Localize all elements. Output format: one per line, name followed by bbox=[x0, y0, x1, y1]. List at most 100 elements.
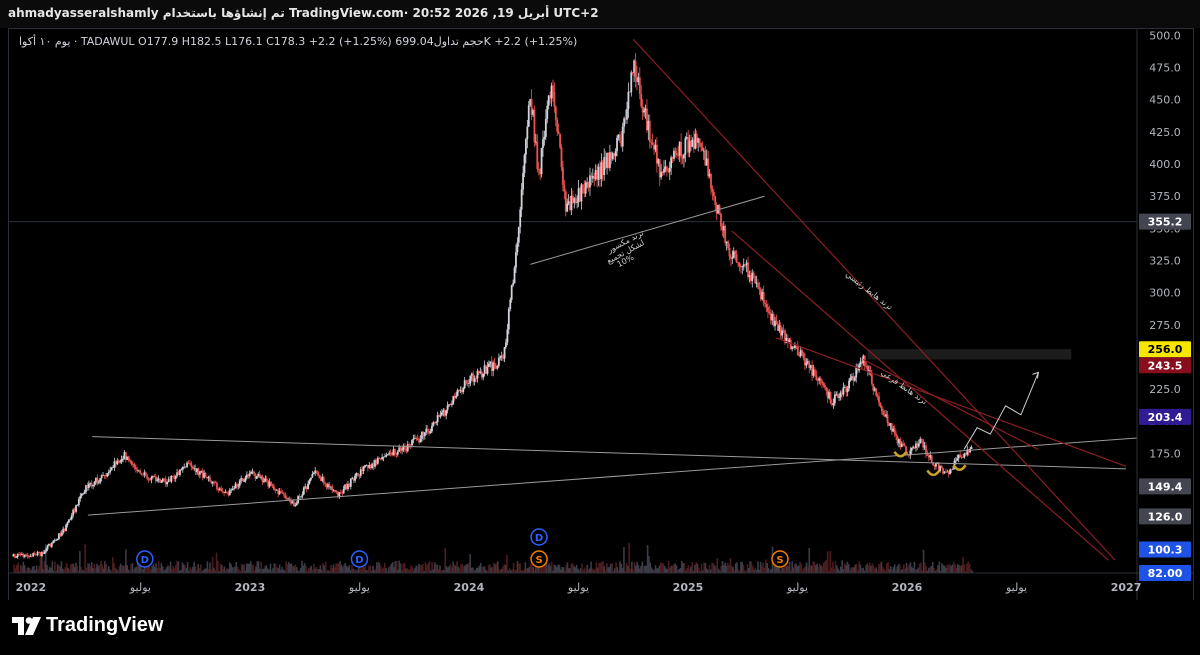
candle bbox=[130, 461, 133, 465]
candle bbox=[290, 499, 292, 504]
volume-bar bbox=[478, 565, 481, 573]
trendline[interactable] bbox=[92, 436, 1127, 470]
volume-bar bbox=[92, 568, 94, 573]
volume-bar bbox=[352, 568, 355, 573]
volume-bar bbox=[422, 564, 424, 573]
volume-bar bbox=[838, 570, 841, 573]
volume-bar bbox=[712, 562, 715, 573]
volume-bar bbox=[682, 563, 684, 573]
candle bbox=[560, 147, 563, 168]
volume-bar bbox=[600, 561, 603, 573]
trendline[interactable] bbox=[87, 437, 1138, 516]
volume-bar bbox=[602, 561, 604, 573]
candle bbox=[123, 452, 126, 459]
volume-bar bbox=[556, 567, 558, 573]
x-tick-label: 2023 bbox=[235, 581, 266, 594]
volume-bar bbox=[426, 565, 428, 573]
volume-bar bbox=[959, 566, 962, 573]
volume-bar bbox=[564, 570, 566, 573]
candle bbox=[517, 226, 520, 243]
tradingview-logo-text: TradingView bbox=[46, 614, 164, 636]
candle bbox=[673, 150, 675, 159]
volume-bar bbox=[876, 570, 879, 573]
trendline[interactable] bbox=[530, 195, 765, 265]
volume-bar bbox=[129, 570, 131, 573]
volume-bar bbox=[629, 568, 632, 573]
chart-annotation: ترند هابط رئيسي bbox=[844, 270, 894, 312]
volume-bar bbox=[76, 565, 79, 573]
candle bbox=[86, 485, 89, 488]
split-marker[interactable] bbox=[530, 550, 548, 568]
volume-bar bbox=[711, 562, 713, 573]
volume-bar bbox=[251, 564, 253, 573]
x-tick-label: يوليو bbox=[129, 581, 151, 594]
candle bbox=[207, 476, 210, 479]
volume-bar bbox=[485, 570, 487, 573]
trendline[interactable] bbox=[775, 337, 1127, 467]
volume-bar bbox=[695, 562, 698, 573]
volume-bar bbox=[918, 563, 921, 573]
candle bbox=[218, 488, 221, 490]
volume-bar bbox=[837, 568, 839, 573]
volume-bar bbox=[839, 566, 842, 573]
volume-bar bbox=[884, 570, 887, 573]
volume-bar bbox=[193, 561, 196, 573]
candle bbox=[21, 553, 23, 556]
candle bbox=[651, 142, 654, 145]
volume-bar bbox=[883, 569, 885, 573]
symbol-legend: يوم ١٠ أكوا · TADAWUL O177.9 H182.5 L176… bbox=[19, 35, 578, 48]
candle bbox=[811, 365, 813, 376]
trendline[interactable] bbox=[632, 38, 1116, 561]
candle bbox=[711, 188, 714, 192]
volume-bar bbox=[586, 564, 588, 573]
volume-bar bbox=[740, 561, 742, 573]
candle bbox=[644, 108, 647, 111]
volume-bar bbox=[160, 563, 163, 573]
volume-bar bbox=[791, 561, 793, 573]
dividend-marker[interactable] bbox=[136, 550, 154, 568]
volume-bar bbox=[280, 570, 282, 573]
dividend-marker[interactable] bbox=[530, 528, 548, 546]
volume-bar bbox=[675, 565, 678, 573]
candle bbox=[865, 365, 868, 367]
volume-bar bbox=[754, 567, 757, 573]
resistance-zone bbox=[867, 349, 1072, 360]
candle bbox=[234, 483, 237, 489]
trendline[interactable] bbox=[731, 230, 1109, 561]
dividend-marker[interactable] bbox=[350, 550, 369, 568]
volume-bar bbox=[577, 568, 579, 573]
candle bbox=[96, 477, 99, 483]
candle bbox=[285, 498, 288, 500]
projection-path[interactable] bbox=[963, 372, 1039, 450]
candle bbox=[176, 472, 179, 476]
y-tick-label: 400.0 bbox=[1149, 158, 1181, 171]
volume-bar bbox=[674, 563, 677, 573]
candle bbox=[184, 466, 187, 468]
split-marker[interactable] bbox=[771, 550, 789, 568]
candle bbox=[926, 454, 929, 456]
trendline[interactable] bbox=[862, 358, 1039, 451]
candle bbox=[469, 375, 472, 384]
volume-bar bbox=[750, 561, 753, 573]
candle bbox=[344, 484, 347, 490]
candle bbox=[594, 170, 597, 179]
volume-bar bbox=[623, 547, 625, 573]
candle bbox=[880, 406, 883, 412]
chart-frame[interactable]: ترند مكسور لشكل تجميع 10% ترند هابط رئيسي تر… bbox=[8, 28, 1194, 602]
volume-bar bbox=[667, 561, 670, 573]
candle bbox=[697, 138, 700, 143]
volume-bar bbox=[102, 568, 105, 573]
candle bbox=[715, 205, 718, 214]
volume-bar bbox=[910, 566, 913, 573]
volume-bar bbox=[742, 564, 745, 573]
candle bbox=[549, 95, 552, 99]
volume-bar bbox=[357, 567, 360, 573]
candle bbox=[721, 226, 724, 231]
volume-bar bbox=[278, 564, 281, 573]
volume-bar bbox=[933, 568, 935, 573]
candle bbox=[105, 475, 107, 477]
candle bbox=[416, 438, 419, 441]
candle bbox=[29, 555, 32, 557]
candle bbox=[191, 466, 194, 469]
